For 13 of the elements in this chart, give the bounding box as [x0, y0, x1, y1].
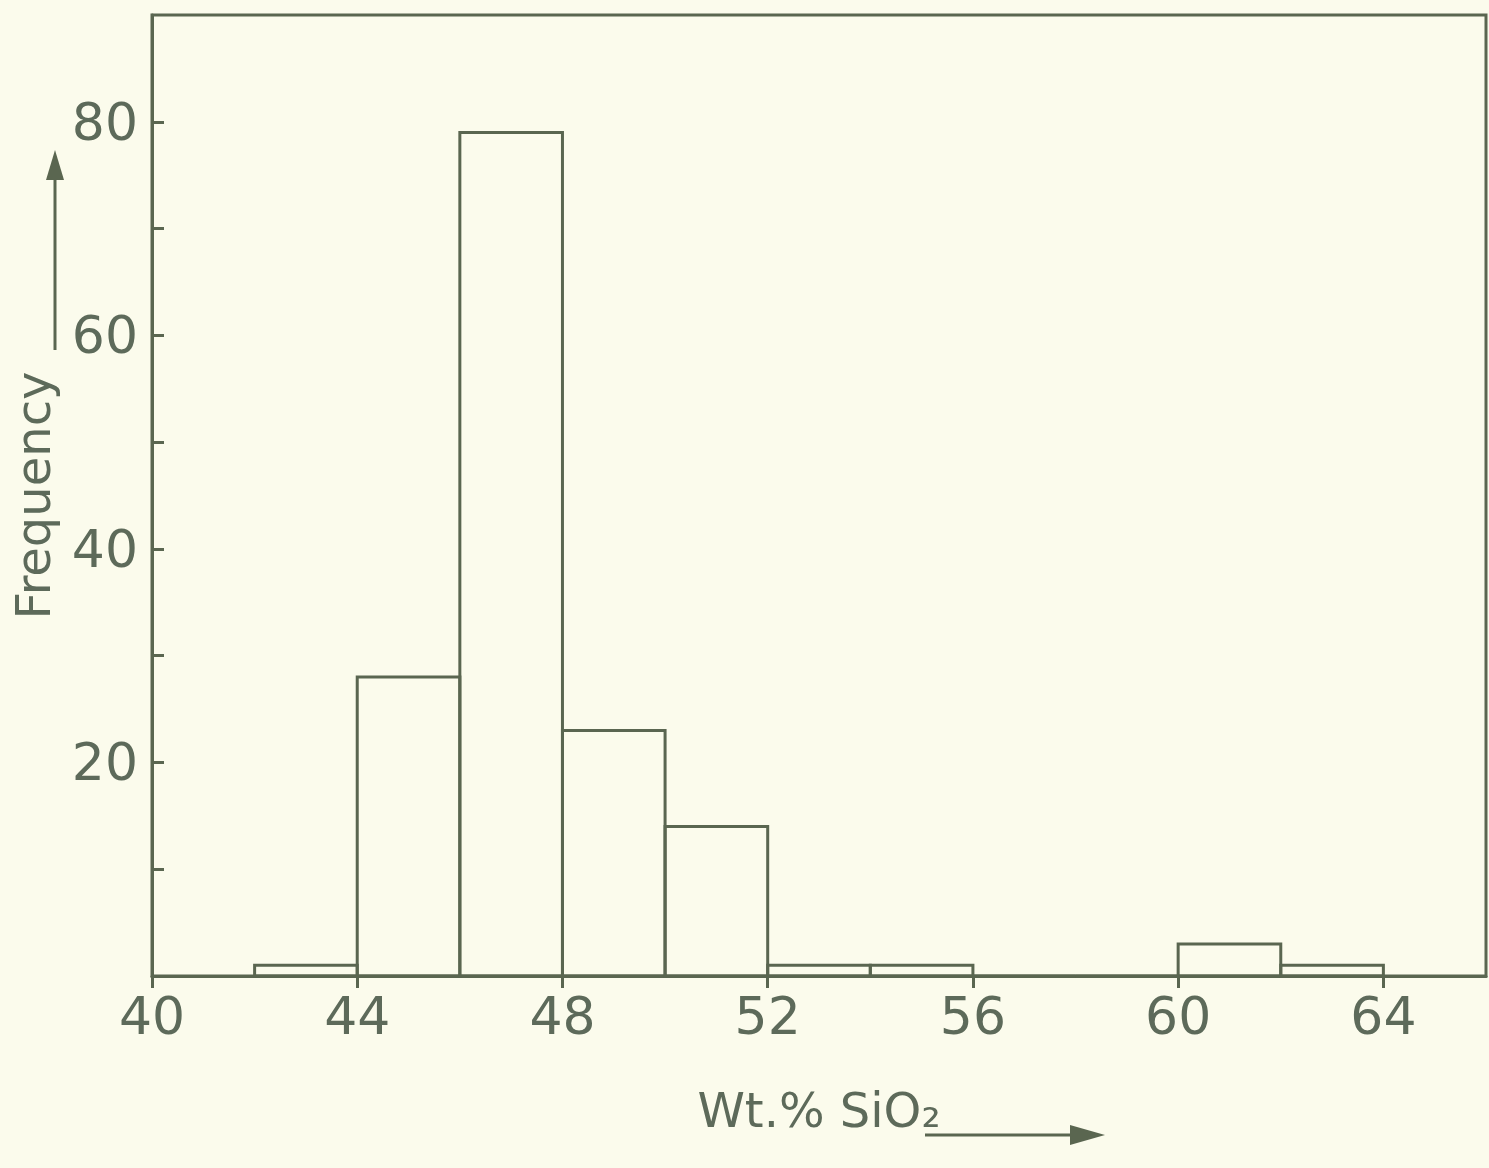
- x-tick-label: 60: [1145, 986, 1212, 1046]
- x-axis-title: Wt.% SiO₂: [697, 1082, 941, 1138]
- y-tick-label: 60: [71, 305, 138, 366]
- y-tick-label: 80: [71, 91, 138, 152]
- x-tick-label: 64: [1350, 986, 1417, 1046]
- y-tick-label: 20: [71, 732, 138, 793]
- x-tick-label: 44: [324, 986, 391, 1046]
- x-tick-label: 40: [118, 986, 186, 1046]
- x-tick-label: 48: [529, 986, 596, 1046]
- y-tick-label: 40: [71, 518, 138, 579]
- x-tick-label: 52: [734, 986, 801, 1046]
- x-tick-label: 56: [939, 986, 1007, 1046]
- y-axis-title: Frequency: [5, 371, 61, 620]
